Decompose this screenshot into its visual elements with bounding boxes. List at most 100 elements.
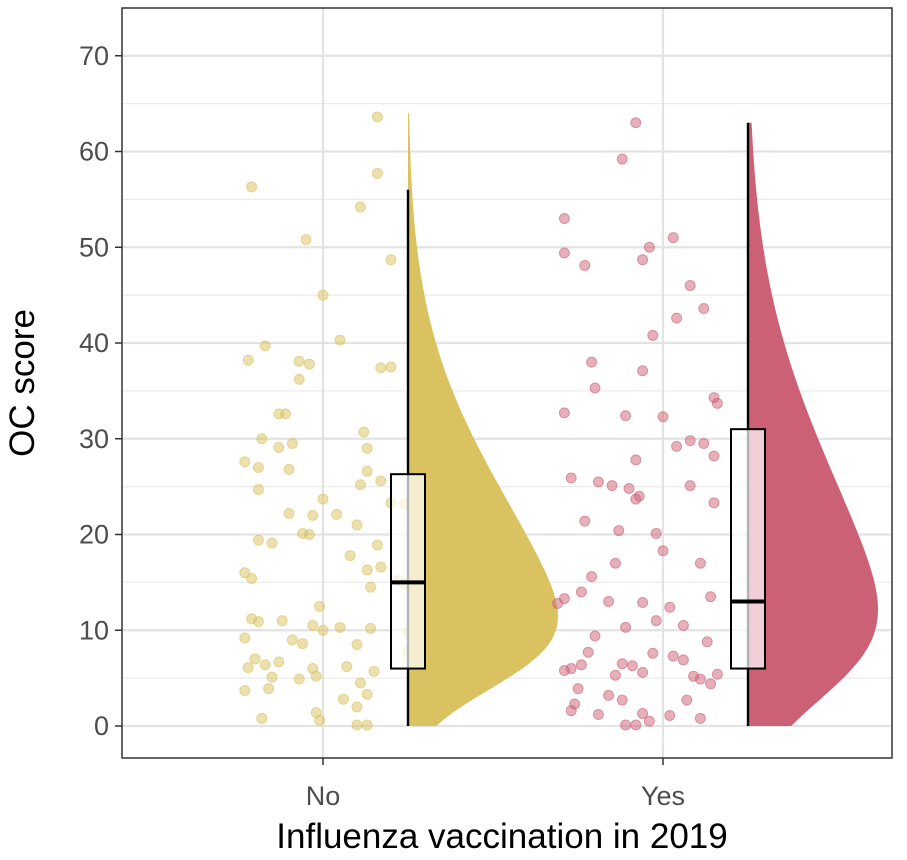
- data-point-yes: [711, 668, 723, 680]
- data-point-yes: [657, 411, 669, 423]
- data-point-yes: [684, 435, 696, 447]
- data-point-no: [307, 509, 319, 521]
- data-point-yes: [708, 450, 720, 462]
- data-point-no: [317, 624, 329, 636]
- y-tick-label: 40: [79, 328, 109, 358]
- data-point-no: [252, 483, 264, 495]
- data-point-no: [361, 465, 373, 477]
- x-axis-title: Influenza vaccination in 2019: [276, 817, 727, 856]
- data-point-no: [246, 573, 258, 585]
- data-point-no: [354, 201, 366, 213]
- data-point-yes: [603, 689, 615, 701]
- data-point-yes: [643, 241, 655, 253]
- data-point-yes: [603, 596, 615, 608]
- data-point-no: [252, 461, 264, 473]
- data-point-yes: [664, 709, 676, 721]
- y-axis-title: OC score: [3, 309, 42, 457]
- data-point-yes: [623, 483, 635, 495]
- data-point-no: [293, 673, 305, 685]
- data-point-no: [371, 168, 383, 180]
- plot-panel-border: [121, 7, 893, 759]
- data-point-no: [242, 662, 254, 674]
- data-point-no: [283, 507, 295, 519]
- y-tick-label: 70: [79, 41, 109, 71]
- data-point-yes: [620, 719, 632, 731]
- data-point-yes: [701, 636, 713, 648]
- x-tick-label: No: [306, 781, 341, 811]
- data-point-no: [276, 615, 288, 627]
- data-point-no: [334, 621, 346, 633]
- data-point-no: [273, 408, 285, 420]
- data-point-yes: [671, 312, 683, 324]
- data-point-no: [297, 638, 309, 650]
- y-tick-label: 10: [79, 615, 109, 645]
- data-point-no: [337, 693, 349, 705]
- data-point-yes: [586, 571, 598, 583]
- data-point-no: [351, 719, 363, 731]
- data-point-yes: [626, 660, 638, 672]
- data-point-no: [365, 622, 377, 634]
- data-point-yes: [620, 410, 632, 422]
- density-cloud-no: [408, 113, 558, 726]
- data-point-no: [354, 479, 366, 491]
- data-point-no: [273, 441, 285, 453]
- data-point-yes: [647, 647, 659, 659]
- data-point-yes: [630, 117, 642, 129]
- data-point-yes: [698, 438, 710, 450]
- jitter-points: [239, 111, 723, 731]
- y-tick-label: 0: [94, 711, 109, 741]
- data-point-no: [303, 358, 315, 370]
- data-point-no: [361, 442, 373, 454]
- data-point-no: [239, 632, 251, 644]
- data-point-yes: [684, 280, 696, 292]
- data-point-yes: [705, 591, 717, 603]
- data-point-yes: [630, 719, 642, 731]
- data-point-yes: [694, 673, 706, 685]
- data-point-no: [344, 550, 356, 562]
- data-point-no: [354, 677, 366, 689]
- data-point-yes: [664, 601, 676, 613]
- data-point-yes: [558, 213, 570, 225]
- data-point-yes: [572, 683, 584, 695]
- data-point-no: [307, 619, 319, 631]
- data-point-no: [293, 373, 305, 385]
- data-point-no: [303, 529, 315, 540]
- data-point-yes: [620, 621, 632, 633]
- data-point-no: [351, 639, 363, 651]
- data-point-yes: [589, 630, 601, 642]
- data-point-yes: [552, 597, 564, 609]
- data-point-yes: [606, 480, 618, 492]
- data-point-yes: [565, 705, 577, 717]
- data-point-yes: [708, 497, 720, 509]
- data-point-no: [375, 475, 387, 487]
- data-point-yes: [616, 153, 628, 165]
- y-tick-label: 30: [79, 424, 109, 454]
- data-point-no: [375, 362, 387, 374]
- data-point-yes: [637, 666, 649, 678]
- data-point-yes: [592, 476, 604, 488]
- data-point-yes: [694, 712, 706, 724]
- data-point-yes: [637, 708, 649, 720]
- data-point-yes: [616, 658, 628, 670]
- data-point-no: [252, 616, 264, 628]
- data-point-no: [256, 712, 268, 724]
- data-point-no: [239, 685, 251, 697]
- data-point-yes: [657, 545, 669, 557]
- y-tick-label: 20: [79, 520, 109, 550]
- data-point-yes: [711, 397, 723, 409]
- data-point-yes: [637, 365, 649, 377]
- y-tick-label: 50: [79, 232, 109, 262]
- data-point-yes: [677, 619, 689, 631]
- data-point-no: [331, 508, 343, 520]
- data-point-yes: [575, 586, 587, 598]
- box-iqr: [730, 428, 766, 670]
- data-point-no: [385, 361, 397, 373]
- data-point-yes: [637, 596, 649, 608]
- data-point-yes: [647, 329, 659, 341]
- data-point-yes: [671, 440, 683, 452]
- data-point-no: [259, 659, 271, 671]
- data-point-no: [314, 600, 326, 612]
- data-point-no: [334, 334, 346, 346]
- x-tick-label: Yes: [641, 781, 685, 811]
